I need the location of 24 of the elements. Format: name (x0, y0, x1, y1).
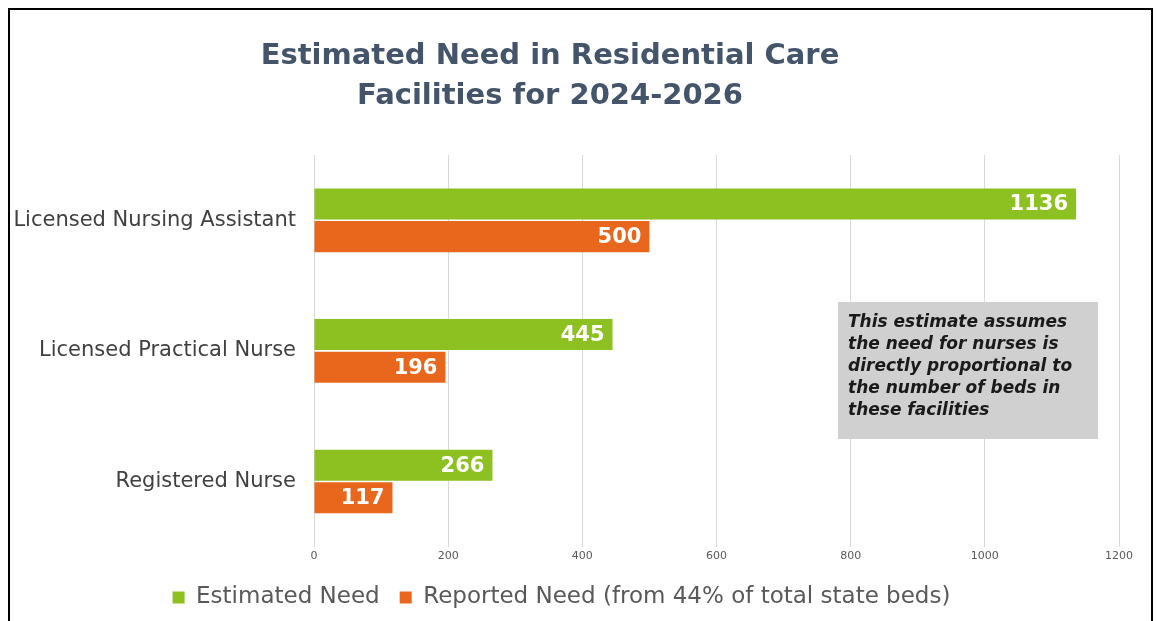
bar (314, 449, 493, 481)
data-label: 500 (597, 224, 642, 249)
legend-label: Estimated Need (196, 582, 380, 609)
x-tick-label: 200 (437, 549, 459, 563)
y-tick-label: Licensed Nursing Assistant (13, 206, 296, 231)
x-tick-label: 1000 (970, 549, 999, 563)
bar (314, 319, 613, 351)
x-tick-label: 400 (571, 549, 593, 563)
y-tick-label: Registered Nurse (115, 467, 296, 492)
annotation: This estimate assumes the need for nurses is directly proportional to the number of beds in these facilities (838, 302, 1098, 439)
data-label: 196 (393, 354, 438, 379)
x-tick-label: 1200 (1105, 549, 1133, 563)
bar (314, 188, 1077, 220)
data-label: 117 (340, 485, 385, 510)
bar (314, 221, 650, 253)
data-label: 445 (560, 322, 605, 347)
data-label: 266 (440, 452, 485, 477)
data-label: 1136 (1009, 191, 1069, 216)
chart-title: Estimated Need in Residential Care Facilities for 2024-2026 (259, 36, 841, 113)
y-tick-label: Licensed Practical Nurse (38, 337, 296, 362)
x-tick-label: 600 (706, 549, 727, 563)
legend-label: Reported Need (from 44% of total state beds) (423, 582, 951, 609)
x-tick-label: 0 (310, 549, 318, 563)
x-tick-label: 800 (840, 549, 862, 563)
